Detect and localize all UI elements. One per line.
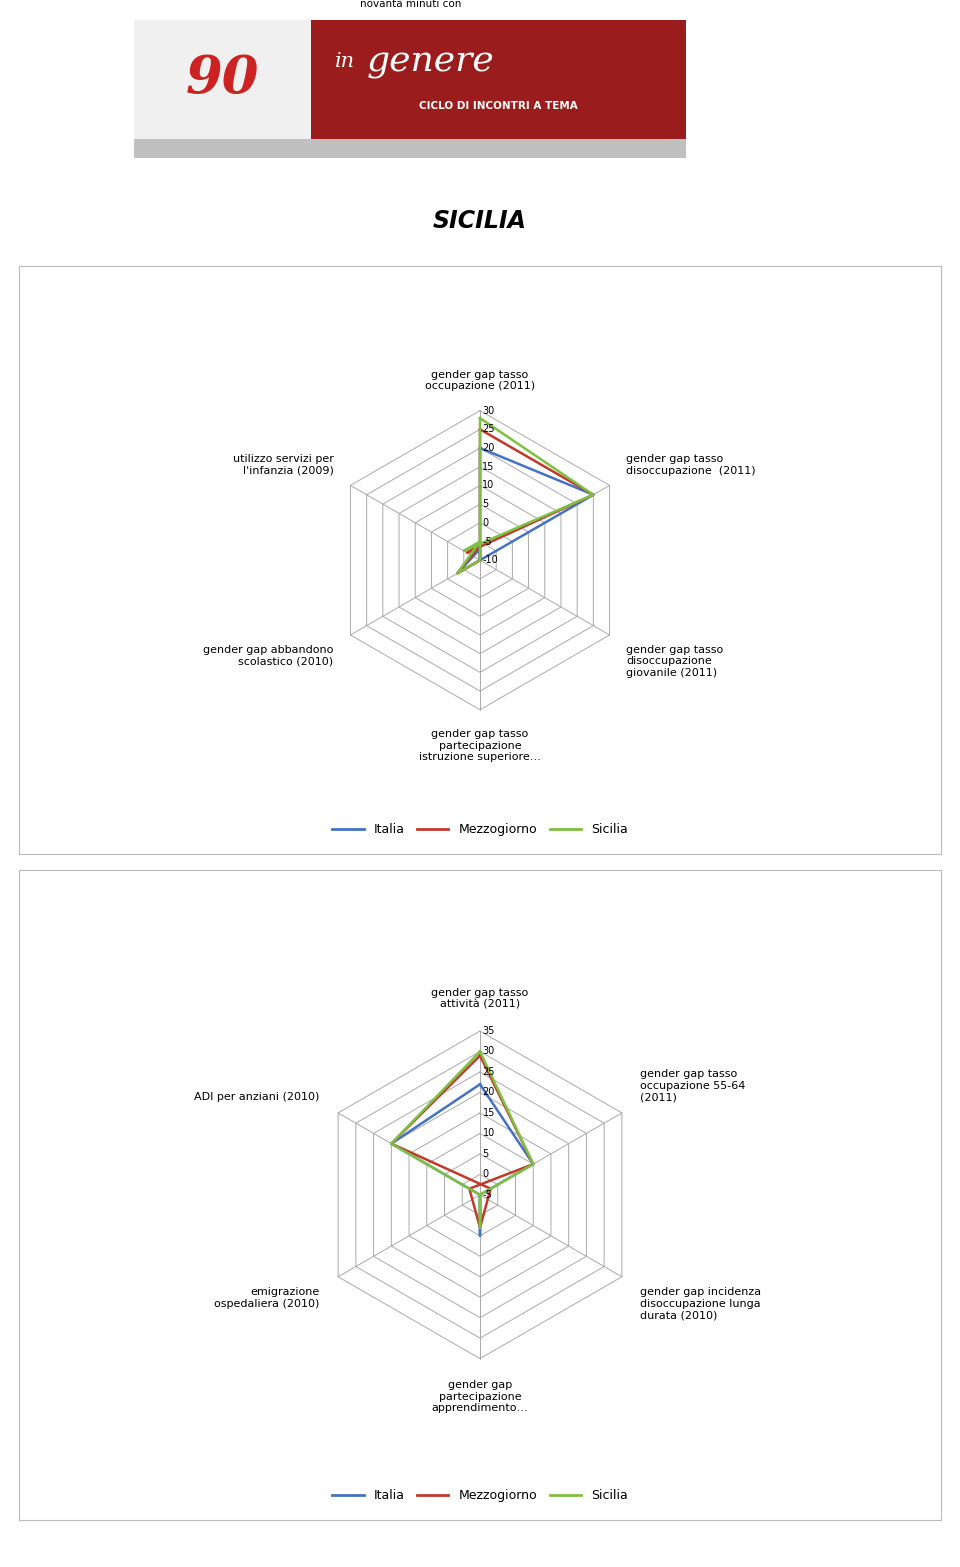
Legend: Italia, Mezzogiorno, Sicilia: Italia, Mezzogiorno, Sicilia — [327, 818, 633, 841]
Text: emigrazione
ospedaliera (2010): emigrazione ospedaliera (2010) — [214, 1288, 320, 1308]
Text: 0: 0 — [482, 517, 489, 528]
Text: 30: 30 — [482, 406, 494, 415]
Text: utilizzo servizi per
l'infanzia (2009): utilizzo servizi per l'infanzia (2009) — [232, 454, 334, 476]
Text: 5: 5 — [483, 1149, 489, 1160]
Text: gender gap tasso
disoccupazione
giovanile (2011): gender gap tasso disoccupazione giovanil… — [626, 644, 724, 679]
Text: gender gap tasso
occupazione (2011): gender gap tasso occupazione (2011) — [425, 370, 535, 392]
Text: 90: 90 — [186, 53, 259, 103]
Text: 25: 25 — [483, 1067, 495, 1077]
Text: 20: 20 — [482, 443, 494, 453]
Legend: Italia, Mezzogiorno, Sicilia: Italia, Mezzogiorno, Sicilia — [327, 1484, 633, 1507]
Bar — [134, 139, 686, 158]
Text: 30: 30 — [483, 1047, 494, 1056]
Text: ADI per anziani (2010): ADI per anziani (2010) — [194, 1092, 320, 1102]
Text: -5: -5 — [482, 536, 492, 547]
Text: 15: 15 — [483, 1108, 494, 1117]
Text: 5: 5 — [482, 500, 489, 509]
Text: gender gap abbandono
scolastico (2010): gender gap abbandono scolastico (2010) — [204, 644, 334, 666]
Text: 15: 15 — [482, 462, 494, 472]
Text: 35: 35 — [483, 1026, 494, 1036]
Text: gender gap incidenza
disoccupazione lunga
durata (2010): gender gap incidenza disoccupazione lung… — [640, 1288, 761, 1321]
Text: 10: 10 — [482, 481, 494, 490]
Text: novanta minuti con: novanta minuti con — [360, 0, 461, 9]
Text: gender gap tasso
attività (2011): gender gap tasso attività (2011) — [431, 989, 529, 1009]
Text: gender gap tasso
disoccupazione  (2011): gender gap tasso disoccupazione (2011) — [626, 454, 756, 476]
Text: -5: -5 — [483, 1189, 492, 1200]
Bar — [311, 20, 686, 158]
Text: -10: -10 — [482, 555, 498, 566]
Text: gender gap tasso
partecipazione
istruzione superiore…: gender gap tasso partecipazione istruzio… — [420, 729, 540, 763]
Text: 25: 25 — [482, 425, 494, 434]
Text: in: in — [335, 52, 355, 71]
Text: gender gap tasso
occupazione 55-64
(2011): gender gap tasso occupazione 55-64 (2011… — [640, 1069, 746, 1102]
Text: SICILIA: SICILIA — [433, 208, 527, 233]
Text: 0: 0 — [483, 1169, 489, 1180]
Text: CICLO DI INCONTRI A TEMA: CICLO DI INCONTRI A TEMA — [420, 100, 578, 111]
Text: genere: genere — [367, 45, 494, 78]
Text: 10: 10 — [483, 1128, 494, 1138]
Text: 20: 20 — [483, 1087, 494, 1097]
Text: gender gap
partecipazione
apprendimento…: gender gap partecipazione apprendimento… — [432, 1381, 528, 1413]
Bar — [134, 20, 311, 158]
